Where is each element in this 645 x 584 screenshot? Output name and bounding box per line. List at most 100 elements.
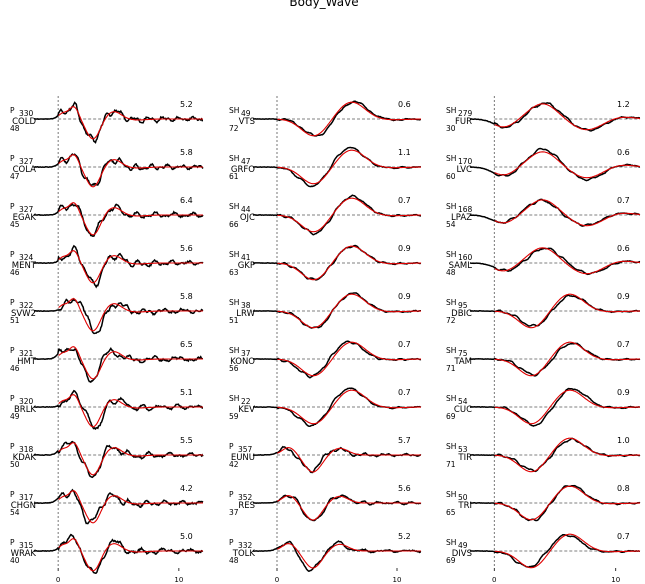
distance-label: 56	[229, 364, 239, 373]
distance-label: 61	[229, 172, 239, 181]
distance-label: 63	[229, 268, 239, 277]
amplitude-label: 4.2	[180, 484, 193, 493]
distance-label: 54	[10, 508, 20, 517]
observed-waveform	[33, 101, 203, 144]
amplitude-label: 0.9	[617, 388, 630, 397]
synthetic-waveform	[277, 101, 421, 137]
distance-label: 71	[446, 364, 456, 373]
azimuth-label: 279	[458, 109, 473, 118]
azimuth-label: 322	[19, 301, 34, 310]
phase-label: SH	[229, 394, 239, 403]
x-tick-label: 0	[275, 576, 279, 584]
amplitude-label: 0.8	[617, 484, 630, 493]
synthetic-waveform	[494, 341, 640, 377]
station-name: EUNU	[231, 453, 255, 463]
synthetic-waveform	[58, 154, 203, 188]
amplitude-label: 1.2	[617, 100, 630, 109]
amplitude-label: 0.7	[617, 196, 630, 205]
station-name: KONO	[230, 357, 255, 367]
amplitude-label: 1.0	[617, 436, 630, 445]
synthetic-waveform	[58, 250, 203, 284]
azimuth-label: 320	[19, 397, 34, 406]
azimuth-label: 168	[458, 205, 473, 214]
phase-label: SH	[446, 298, 456, 307]
station-name: COLA	[13, 165, 37, 175]
amplitude-label: 5.2	[398, 532, 411, 541]
synthetic-waveform	[494, 437, 640, 473]
amplitude-label: 0.6	[617, 148, 630, 157]
synthetic-waveform	[494, 293, 640, 329]
observed-waveform	[469, 198, 641, 227]
azimuth-label: 324	[19, 253, 34, 262]
amplitude-label: 5.2	[180, 100, 193, 109]
phase-label: SH	[446, 346, 456, 355]
x-axis: 0 10	[492, 568, 620, 584]
phase-label: SH	[446, 394, 456, 403]
phase-label: SH	[446, 250, 456, 259]
azimuth-label: 160	[458, 253, 473, 262]
synthetic-waveform	[277, 197, 421, 233]
distance-label: 37	[229, 508, 239, 517]
azimuth-label: 41	[241, 253, 251, 262]
azimuth-label: 44	[241, 205, 251, 214]
phase-label: SH	[229, 154, 239, 163]
observed-waveform	[469, 102, 641, 132]
distance-label: 40	[10, 556, 20, 565]
phase-label: SH	[446, 538, 456, 547]
amplitude-label: 0.9	[398, 244, 411, 253]
synthetic-waveform	[277, 543, 421, 569]
azimuth-label: 352	[238, 493, 253, 502]
phase-label: P	[10, 202, 15, 211]
phase-label: SH	[446, 202, 456, 211]
amplitude-label: 5.6	[398, 484, 411, 493]
phase-label: SH	[229, 298, 239, 307]
distance-label: 65	[446, 508, 456, 517]
distance-label: 54	[446, 220, 456, 229]
station-name: KEV	[238, 405, 255, 415]
station-name: MENT	[12, 261, 37, 271]
phase-label: P	[10, 106, 15, 115]
observed-waveform	[33, 440, 204, 479]
amplitude-label: 0.7	[398, 340, 411, 349]
azimuth-label: 95	[458, 301, 468, 310]
distance-label: 48	[10, 124, 20, 133]
phase-label: SH	[229, 250, 239, 259]
synthetic-waveform	[277, 341, 421, 377]
azimuth-label: 47	[241, 157, 251, 166]
station-name: OJC	[240, 213, 255, 223]
station-name: GKP	[238, 261, 255, 271]
observed-waveform	[252, 292, 421, 329]
station-name: EGAK	[13, 213, 37, 223]
phase-label: P	[10, 490, 15, 499]
station-name: WRAK	[11, 549, 37, 559]
synthetic-waveform	[58, 490, 203, 524]
x-axis: 0 10	[56, 568, 183, 584]
amplitude-label: 6.4	[180, 196, 193, 205]
synthetic-waveform	[494, 533, 640, 569]
amplitude-label: 0.7	[617, 532, 630, 541]
distance-label: 42	[229, 460, 239, 469]
synthetic-waveform	[494, 389, 640, 425]
phase-label: P	[229, 490, 234, 499]
synthetic-waveform	[58, 538, 203, 572]
azimuth-label: 38	[241, 301, 251, 310]
azimuth-label: 49	[458, 541, 468, 550]
observed-waveform	[470, 294, 640, 327]
distance-label: 48	[446, 268, 456, 277]
amplitude-label: 0.6	[398, 100, 411, 109]
station-name: LRW	[236, 309, 255, 319]
station-name: CHGN	[11, 501, 36, 511]
distance-label: 59	[229, 412, 239, 421]
azimuth-label: 75	[458, 349, 468, 358]
observed-waveform	[252, 445, 422, 474]
observed-waveform	[33, 346, 204, 384]
